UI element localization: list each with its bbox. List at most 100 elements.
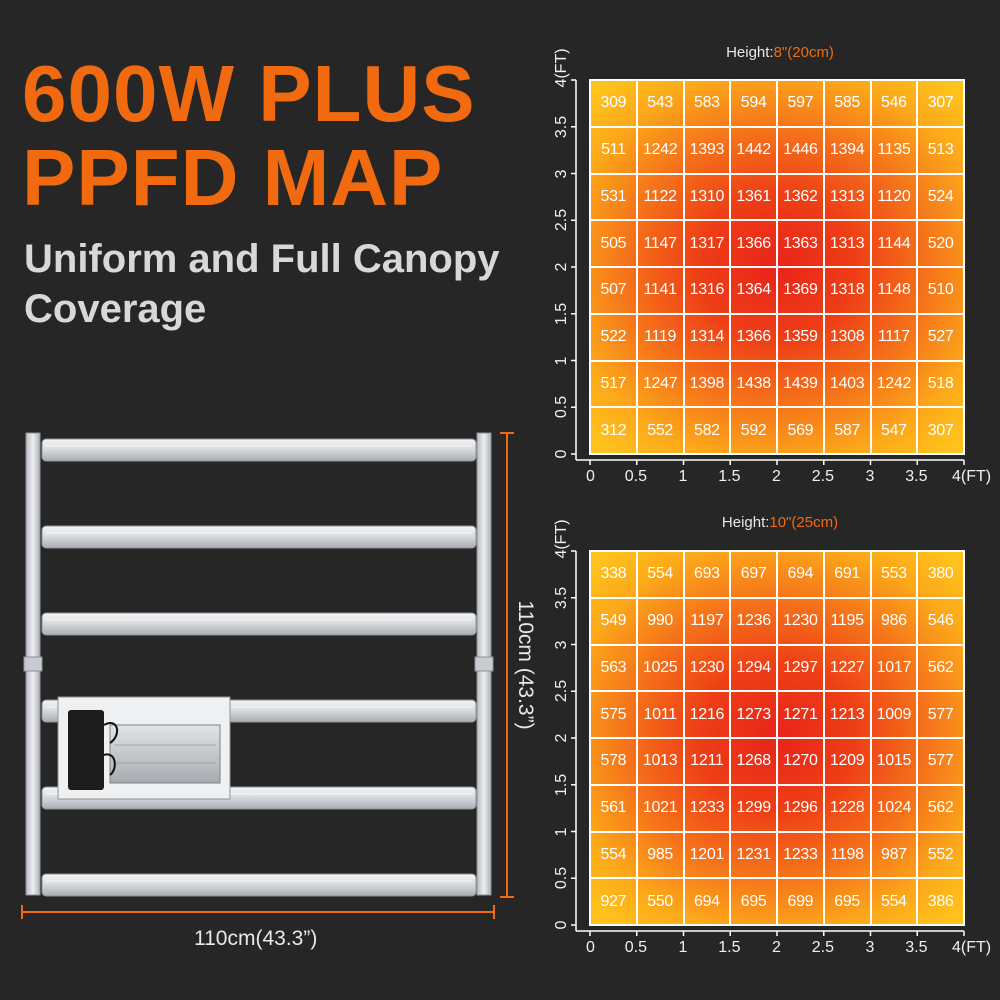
headline-line-2: PPFD MAP: [22, 133, 444, 222]
ppfd-cell: 1438: [730, 360, 777, 408]
ppfd-cell: 1270: [777, 738, 824, 785]
x-tick-label: 4(FT): [952, 468, 992, 485]
ppfd-cell: 1439: [777, 360, 824, 408]
ppfd-cell: 582: [683, 407, 731, 454]
height-dimension-label: 110cm (43.3”): [514, 600, 537, 730]
ppfd-cell: 693: [683, 551, 731, 598]
width-dimension-label: 110cm(43.3”): [194, 927, 318, 950]
ppfd-cell: 587: [823, 407, 871, 454]
ppfd-cell: 1361: [730, 173, 777, 221]
light-bar: [41, 612, 477, 636]
headline-line-1: 600W PLUS: [22, 49, 476, 138]
ppfd-cell: 1271: [777, 691, 824, 738]
ppfd-cell: 1316: [683, 267, 731, 314]
ppfd-cell: 1393: [683, 126, 731, 174]
driver-junction-box: [68, 710, 104, 790]
ppfd-cell: 562: [917, 784, 964, 832]
ppfd-grid: 338 554 693 697 694 691 553 380 549 990 1197 1236 12…: [589, 550, 965, 926]
ppfd-cell: 1294: [730, 644, 777, 692]
y-tick-label: 3.5: [553, 586, 570, 609]
ppfd-cell: 577: [917, 738, 964, 785]
map-title-height: 8"(20cm): [773, 44, 834, 61]
ppfd-cell: 1310: [683, 173, 731, 221]
ppfd-cell: 510: [917, 267, 964, 314]
x-tick-label: 0: [586, 468, 595, 485]
ppfd-cell: 552: [917, 831, 964, 879]
ppfd-cell: 562: [917, 644, 964, 692]
ppfd-cell: 1403: [823, 360, 871, 408]
ppfd-cell: 309: [590, 80, 637, 127]
y-tick-label: 4(FT): [553, 519, 570, 559]
ppfd-cell: 1247: [636, 360, 684, 408]
ppfd-cell: 1230: [777, 597, 824, 645]
left-rail-joint: [23, 656, 43, 672]
ppfd-cell: 307: [917, 80, 964, 127]
ppfd-cell: 695: [730, 878, 777, 925]
ppfd-cell: 307: [917, 407, 964, 454]
ppfd-cell: 1141: [636, 267, 684, 314]
y-tick-label: 1.5: [553, 773, 570, 796]
ppfd-cell: 1369: [777, 267, 824, 314]
ppfd-cell: 1299: [730, 784, 777, 832]
ppfd-cell: 1363: [777, 220, 824, 267]
ppfd-cell: 1117: [870, 313, 918, 361]
map-title-height: 10"(25cm): [769, 514, 839, 531]
ppfd-cell: 531: [590, 173, 637, 221]
ppfd-cell: 597: [777, 80, 824, 127]
ppfd-cell: 697: [730, 551, 777, 598]
x-tick-label: 3: [865, 468, 875, 485]
ppfd-cell: 1228: [823, 784, 871, 832]
ppfd-cell: 583: [683, 80, 731, 127]
ppfd-cell: 524: [917, 173, 964, 221]
ppfd-cell: 518: [917, 360, 964, 408]
ppfd-cell: 1216: [683, 691, 731, 738]
ppfd-cell: 1233: [683, 784, 731, 832]
y-tick-label: 2.5: [553, 680, 570, 703]
map-title-prefix: Height:: [726, 44, 774, 61]
ppfd-cell: 1233: [777, 831, 824, 879]
ppfd-cell: 585: [823, 80, 871, 127]
ppfd-cell: 554: [636, 551, 684, 598]
ppfd-cell: 380: [917, 551, 964, 598]
ppfd-cell: 554: [870, 878, 918, 925]
x-tick-label: 0: [586, 939, 595, 956]
ppfd-cell: 1318: [823, 267, 871, 314]
x-tick-label: 3: [865, 939, 875, 956]
ppfd-cell: 517: [590, 360, 637, 408]
ppfd-cell: 1317: [683, 220, 731, 267]
ppfd-cell: 1015: [870, 738, 918, 785]
subtitle: Uniform and Full Canopy Coverage: [24, 234, 500, 334]
ppfd-cell: 1122: [636, 173, 684, 221]
ppfd-cell: 694: [777, 551, 824, 598]
ppfd-cell: 575: [590, 691, 637, 738]
y-tick-label: 2: [553, 262, 570, 272]
ppfd-cell: 1011: [636, 691, 684, 738]
y-tick-label: 2.5: [553, 209, 570, 232]
ppfd-cell: 1021: [636, 784, 684, 832]
map-title-10in: Height:10"(25cm): [590, 514, 970, 531]
ppfd-cell: 569: [777, 407, 824, 454]
dimension-lines: [21, 432, 514, 919]
ppfd-cell: 1120: [870, 173, 918, 221]
ppfd-cell: 511: [590, 126, 637, 174]
ppfd-cell: 691: [823, 551, 871, 598]
led-driver: [57, 696, 231, 800]
ppfd-cell: 546: [917, 597, 964, 645]
y-tick-label: 1: [553, 356, 570, 365]
ppfd-cell: 1197: [683, 597, 731, 645]
ppfd-cell: 695: [823, 878, 871, 925]
ppfd-cell: 1144: [870, 220, 918, 267]
x-tick-label: 2: [772, 939, 781, 956]
ppfd-cell: 1273: [730, 691, 777, 738]
ppfd-cell: 1308: [823, 313, 871, 361]
ppfd-cell: 522: [590, 313, 637, 361]
x-tick-label: 3.5: [905, 939, 928, 956]
ppfd-cell: 1362: [777, 173, 824, 221]
ppfd-cell: 520: [917, 220, 964, 267]
ppfd-cell: 1009: [870, 691, 918, 738]
ppfd-cell: 1147: [636, 220, 684, 267]
ppfd-cell: 550: [636, 878, 684, 925]
ppfd-cell: 1227: [823, 644, 871, 692]
x-tick-label: 2: [772, 468, 781, 485]
ppfd-cell: 1119: [636, 313, 684, 361]
